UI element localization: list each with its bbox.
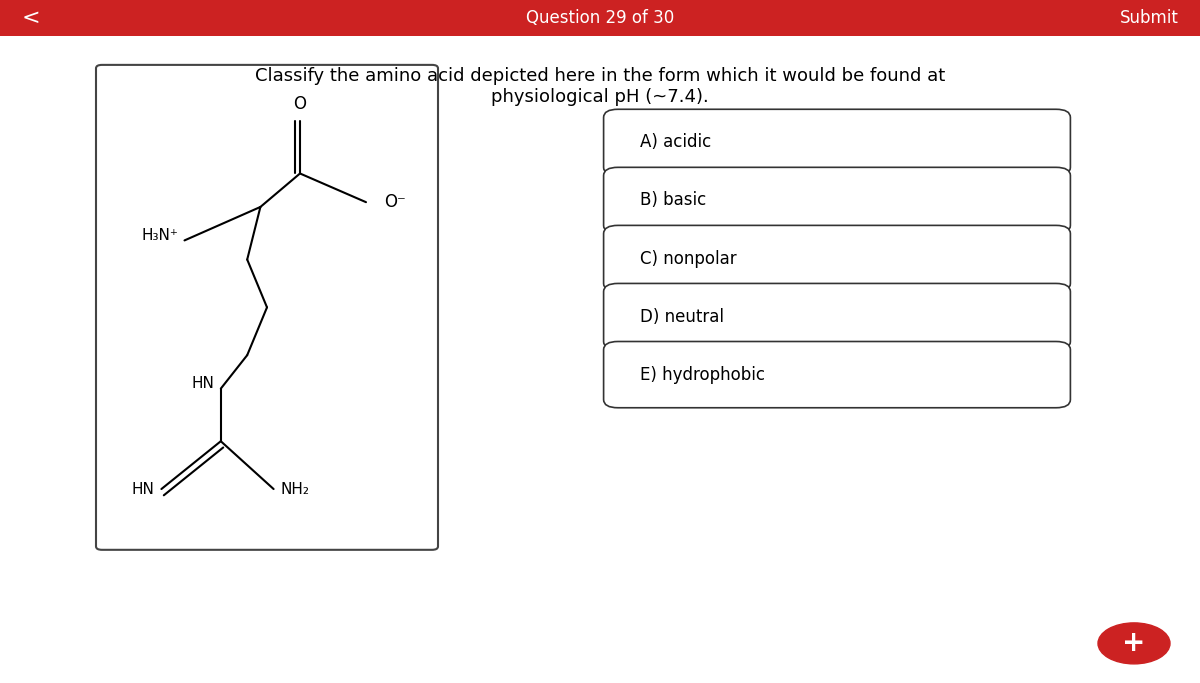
Text: HN: HN (191, 376, 214, 391)
Text: H₃N⁺: H₃N⁺ (142, 228, 178, 243)
Text: D) neutral: D) neutral (640, 307, 724, 326)
FancyBboxPatch shape (0, 0, 1200, 36)
Text: Classify the amino acid depicted here in the form which it would be found at: Classify the amino acid depicted here in… (254, 68, 946, 85)
Text: O⁻: O⁻ (384, 193, 406, 211)
FancyBboxPatch shape (96, 65, 438, 550)
Text: HN: HN (132, 482, 155, 497)
FancyBboxPatch shape (604, 283, 1070, 350)
Circle shape (1098, 623, 1170, 664)
Text: Submit: Submit (1120, 9, 1178, 27)
Text: C) nonpolar: C) nonpolar (640, 249, 737, 268)
FancyBboxPatch shape (604, 225, 1070, 292)
Text: <: < (22, 8, 41, 28)
Text: E) hydrophobic: E) hydrophobic (640, 365, 764, 384)
Text: A) acidic: A) acidic (640, 133, 710, 152)
Text: physiological pH (~7.4).: physiological pH (~7.4). (491, 88, 709, 106)
FancyBboxPatch shape (604, 342, 1070, 408)
FancyBboxPatch shape (604, 167, 1070, 234)
Text: Question 29 of 30: Question 29 of 30 (526, 9, 674, 27)
Text: NH₂: NH₂ (281, 482, 310, 497)
Text: +: + (1122, 630, 1146, 657)
Text: B) basic: B) basic (640, 191, 706, 210)
FancyBboxPatch shape (604, 109, 1070, 176)
Text: O: O (294, 95, 306, 113)
